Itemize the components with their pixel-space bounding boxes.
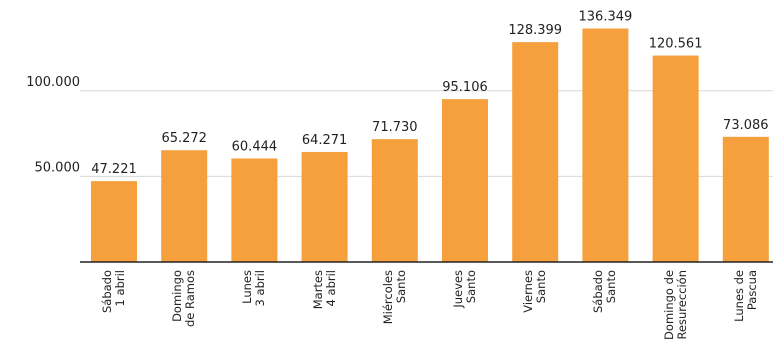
value-label: 136.349 xyxy=(579,10,633,25)
y-tick-label: 50.000 xyxy=(35,160,81,175)
bar xyxy=(91,181,137,262)
bar xyxy=(512,42,559,263)
x-tick-label: Viernes Santo xyxy=(521,270,549,313)
x-tick-label: Lunes de Pascua xyxy=(731,270,759,322)
x-tick-label: Domingo de Resurección xyxy=(661,270,689,340)
bar xyxy=(371,139,418,262)
y-tick-label: 100.000 xyxy=(26,75,80,90)
value-label: 65.272 xyxy=(161,131,207,146)
x-tick-label: Jueves Santo xyxy=(451,270,478,308)
value-label: 128.399 xyxy=(508,23,562,38)
value-label: 64.271 xyxy=(302,133,348,148)
x-tick-label: Miércoles Santo xyxy=(380,270,408,325)
x-tick-label: Domingo de Ramos xyxy=(170,270,198,328)
bar xyxy=(301,151,348,262)
value-label: 71.730 xyxy=(372,120,418,135)
x-tick-label: Sábado Santo xyxy=(591,270,619,314)
bar xyxy=(652,55,699,263)
x-tick-label: Sábado 1 abril xyxy=(100,270,127,314)
bar xyxy=(231,158,278,262)
value-label: 60.444 xyxy=(232,139,278,154)
value-label: 47.221 xyxy=(91,162,137,177)
x-tick-label: Lunes 3 abril xyxy=(240,270,268,307)
bar xyxy=(161,150,208,262)
bar xyxy=(442,99,488,262)
value-label: 73.086 xyxy=(723,118,769,133)
bar xyxy=(582,28,629,263)
bar xyxy=(722,136,769,262)
value-label: 120.561 xyxy=(649,37,703,52)
x-tick-label: Martes 4 abril xyxy=(310,270,338,310)
value-label: 95.106 xyxy=(442,80,488,95)
